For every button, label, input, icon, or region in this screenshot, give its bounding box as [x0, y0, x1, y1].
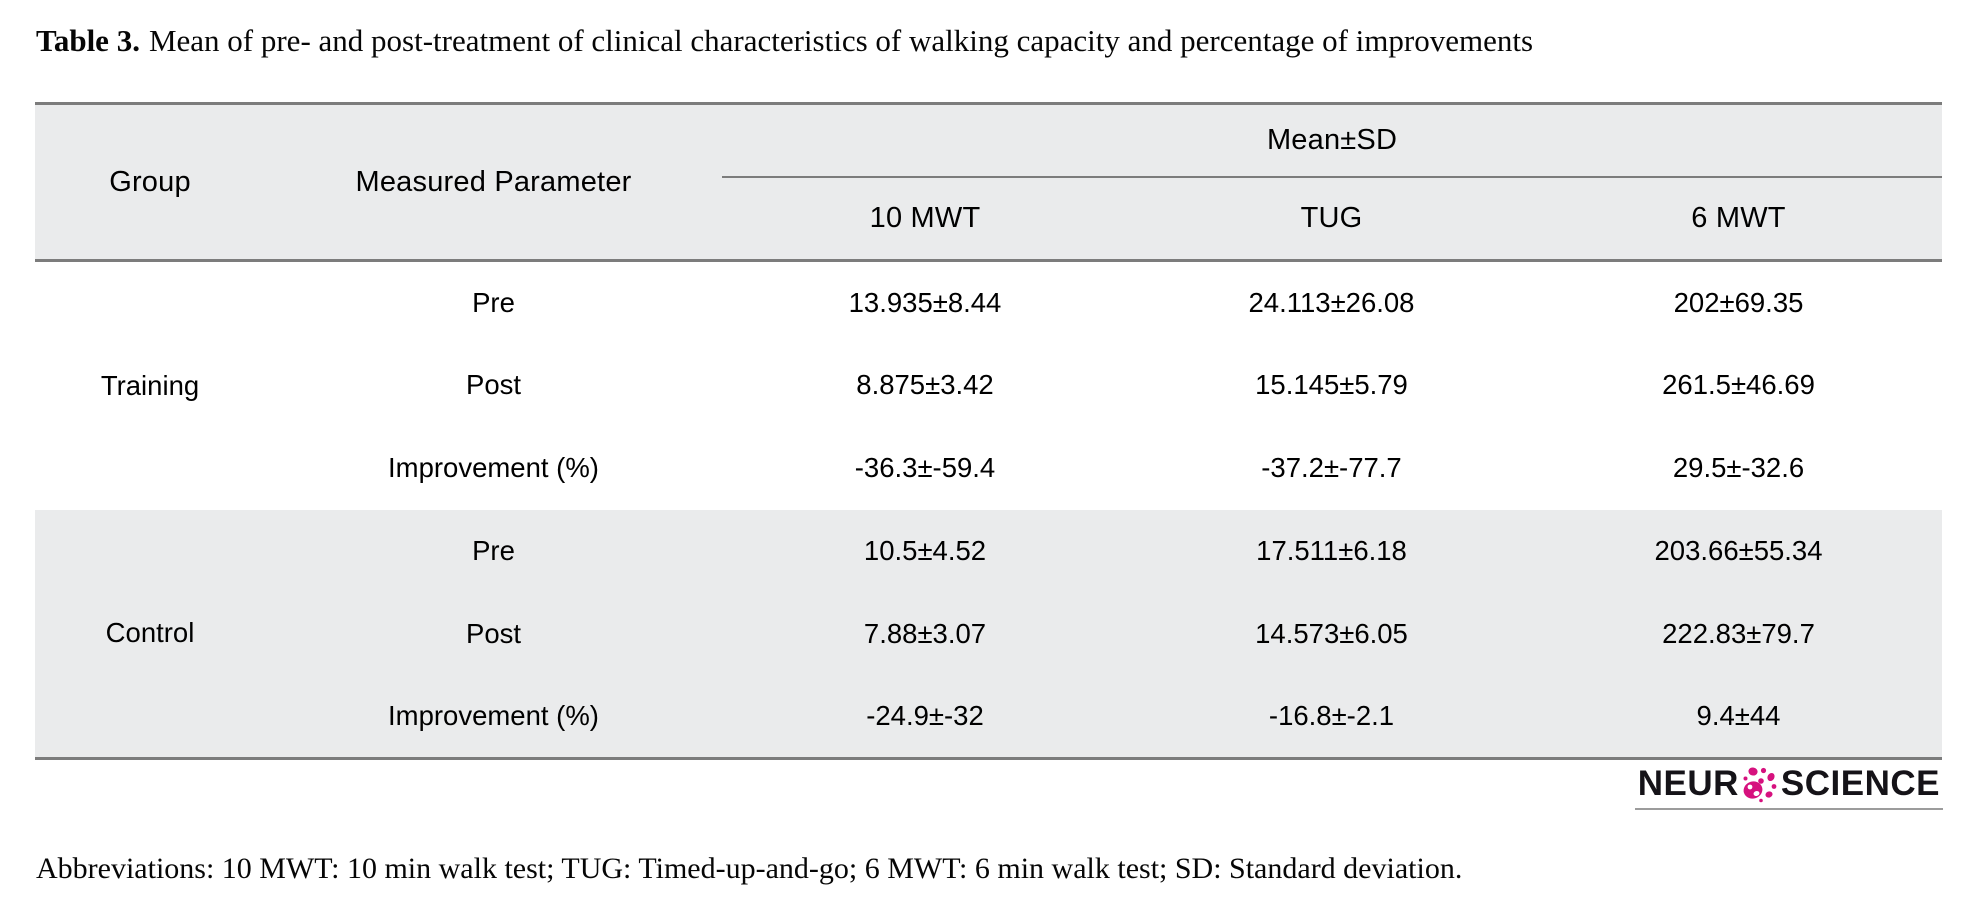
param-cell: Post [265, 592, 722, 676]
param-cell: Post [265, 343, 722, 427]
param-cell: Pre [265, 260, 722, 344]
table-caption-text: Mean of pre- and post-treatment of clini… [148, 23, 1534, 58]
journal-logo: NEUR SCIENCE [1634, 762, 1943, 810]
value-cell-6mwt: 202±69.35 [1535, 260, 1943, 344]
table-row-training-post: Post 8.875±3.42 15.145±5.79 261.5±46.69 [35, 343, 1943, 427]
param-cell: Improvement (%) [265, 675, 722, 759]
value-cell-10mwt: -36.3±-59.4 [722, 426, 1128, 510]
value-cell-10mwt: 13.935±8.44 [722, 260, 1128, 344]
subheader-10mwt: 10 MWT [722, 176, 1128, 262]
header-group: Group [35, 103, 265, 262]
group-name-training: Training [35, 260, 265, 510]
value-cell-6mwt: 203.66±55.34 [1535, 509, 1943, 593]
value-cell-tug: 15.145±5.79 [1128, 343, 1535, 427]
table-row-training-pre: Training Pre 13.935±8.44 24.113±26.08 20… [35, 260, 1943, 510]
table-row-control-improvement: Improvement (%) -24.9±-32 -16.8±-2.1 9.4… [35, 675, 1943, 759]
subheader-tug: TUG [1128, 176, 1535, 262]
table-caption: Table 3. Mean of pre- and post-treatment … [36, 22, 1533, 60]
table-caption-label: Table 3. [36, 23, 140, 58]
value-cell-tug: -37.2±-77.7 [1128, 426, 1535, 510]
param-cell: Pre [265, 509, 722, 593]
value-cell-6mwt: 261.5±46.69 [1535, 343, 1943, 427]
value-cell-tug: 24.113±26.08 [1128, 260, 1535, 344]
results-table: Group Measured Parameter Mean±SD 10 MWT … [35, 102, 1943, 760]
journal-logo-text-left: NEUR [1637, 764, 1739, 803]
value-cell-10mwt: 7.88±3.07 [722, 592, 1128, 676]
value-cell-tug: -16.8±-2.1 [1128, 675, 1535, 759]
table-row-control-post: Post 7.88±3.07 14.573±6.05 222.83±79.7 [35, 592, 1943, 676]
value-cell-6mwt: 9.4±44 [1535, 675, 1943, 759]
results-table-header: Group Measured Parameter Mean±SD 10 MWT … [35, 103, 1943, 262]
group-name-control: Control [35, 509, 265, 759]
value-cell-6mwt: 29.5±-32.6 [1535, 426, 1943, 510]
header-measured-parameter: Measured Parameter [265, 103, 722, 262]
subheader-6mwt: 6 MWT [1535, 176, 1943, 262]
value-cell-10mwt: -24.9±-32 [722, 675, 1128, 759]
table-row-training-improvement: Improvement (%) -36.3±-59.4 -37.2±-77.7 … [35, 426, 1943, 510]
journal-logo-text-right: SCIENCE [1780, 764, 1940, 803]
value-cell-10mwt: 8.875±3.42 [722, 343, 1128, 427]
value-cell-10mwt: 10.5±4.52 [722, 509, 1128, 593]
value-cell-tug: 14.573±6.05 [1128, 592, 1535, 676]
table-row-control-pre: Control Pre 10.5±4.52 17.511±6.18 203.66… [35, 509, 1943, 759]
param-cell: Improvement (%) [265, 426, 722, 510]
neuroscience-cell-icon [1743, 767, 1777, 803]
value-cell-6mwt: 222.83±79.7 [1535, 592, 1943, 676]
header-mean-sd: Mean±SD [722, 103, 1943, 178]
abbreviations-footnote: Abbreviations: 10 MWT: 10 min walk test;… [36, 852, 1463, 885]
value-cell-tug: 17.511±6.18 [1128, 509, 1535, 593]
